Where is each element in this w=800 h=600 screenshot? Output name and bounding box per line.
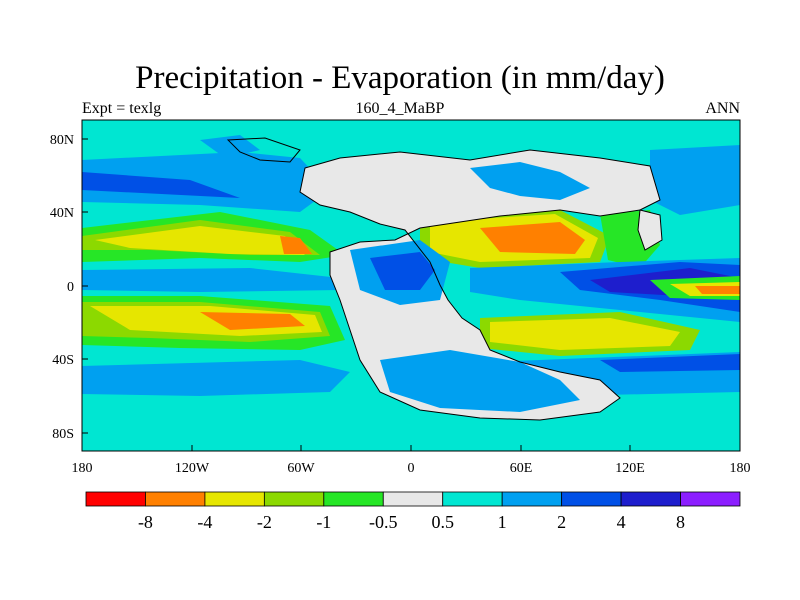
colorbar-swatch (85, 491, 146, 507)
land-pangaea (300, 150, 660, 420)
field-itcz-west (82, 268, 340, 292)
x-tick-label: 180 (72, 461, 93, 476)
x-tick-label: 0 (408, 461, 415, 476)
colorbar-label: 2 (557, 512, 566, 532)
colorbar-swatch (620, 491, 681, 507)
field-north-pacific-wet (82, 152, 330, 212)
colorbar-label: 0.5 (431, 512, 454, 532)
map-field (82, 120, 740, 451)
field-s-subtropic-orange (200, 312, 305, 330)
colorbar-swatch (680, 491, 741, 507)
coastline (299, 149, 661, 421)
y-tick-label: 80N (50, 133, 74, 148)
x-axis: 180 120W 60W 0 60E 120E 180 (72, 445, 751, 476)
period-label: 160_4_MaBP (355, 100, 445, 117)
x-tick-label: 60E (510, 461, 533, 476)
colorbar: -8 -4 -2 -1 -0.5 0.5 1 2 4 8 (85, 491, 741, 532)
y-tick-label: 40N (50, 206, 74, 221)
field-n-subtropic-orange (280, 236, 312, 254)
colorbar-swatch (145, 491, 206, 507)
x-tick-label: 60W (287, 461, 315, 476)
colorbar-swatch (442, 491, 503, 507)
colorbar-label: -4 (197, 512, 212, 532)
field-n-subtropic-yellow (95, 226, 305, 255)
colorbar-label: -0.5 (369, 512, 398, 532)
y-axis: 80N 40N 0 40S 80S (50, 133, 88, 442)
colorbar-swatch (204, 491, 265, 507)
colorbar-label: -1 (316, 512, 331, 532)
field-north-pacific-wet-core (82, 172, 240, 198)
colorbar-label: 1 (498, 512, 507, 532)
experiment-label: Expt = texlg (82, 100, 162, 117)
coastline-arctic-island (226, 137, 301, 163)
colorbar-swatch (561, 491, 622, 507)
colorbar-label: 4 (617, 512, 626, 532)
plot-title: Precipitation - Evaporation (in mm/day) (135, 60, 665, 96)
field-atlantic-dry-orange (480, 222, 585, 254)
y-tick-label: 80S (52, 427, 74, 442)
field-east-pacific-wet (650, 145, 740, 215)
field-land-wet-tropical-core (370, 252, 435, 290)
field-east-pacific-orange (695, 286, 740, 294)
y-tick-label: 0 (67, 280, 74, 295)
field-southern-wet-west (82, 360, 350, 396)
colorbar-swatch (501, 491, 563, 507)
colorbar-label: -8 (138, 512, 153, 532)
field-arctic-wet (200, 135, 260, 158)
colorbar-label: 8 (676, 512, 685, 532)
x-tick-label: 120W (175, 461, 210, 476)
field-land-wet-north (470, 162, 590, 200)
season-label: ANN (705, 100, 740, 117)
colorbar-swatch (263, 491, 325, 507)
x-tick-label: 180 (730, 461, 751, 476)
colorbar-swatch (323, 491, 384, 507)
x-tick-label: 120E (615, 461, 645, 476)
field-indian-dry-yellow (490, 318, 680, 350)
y-tick-label: 40S (52, 353, 74, 368)
field-southern-wet-core (600, 354, 740, 372)
field-land-wet-south (380, 350, 580, 412)
colorbar-swatch (382, 491, 444, 507)
coastline-east-island (637, 209, 663, 251)
colorbar-label: -2 (257, 512, 272, 532)
